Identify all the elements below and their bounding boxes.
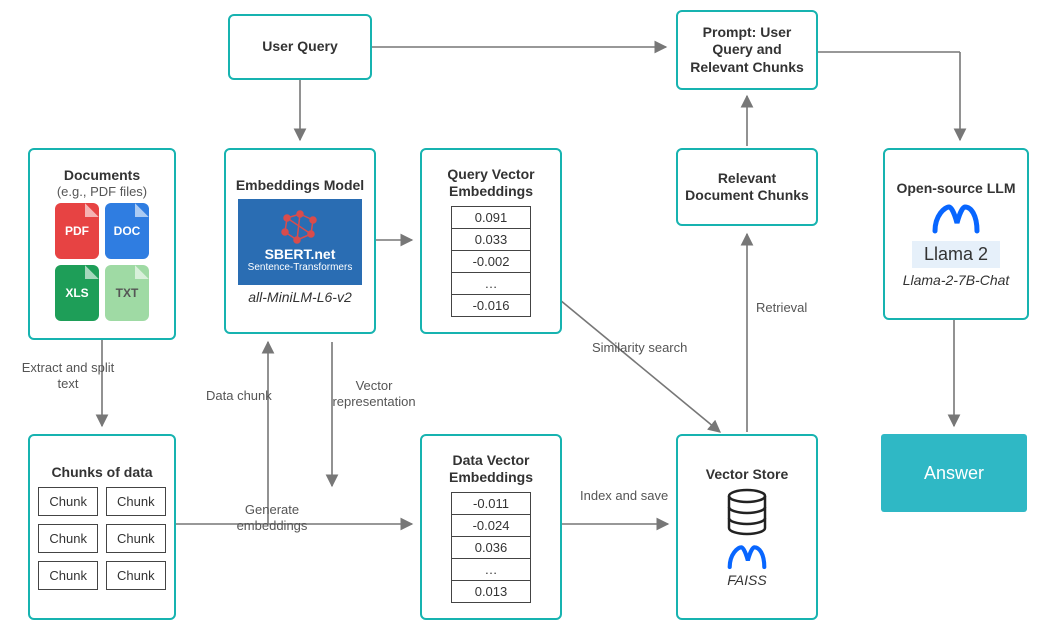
vector-cell: … (451, 272, 531, 295)
vector-store-node: Vector Store FAISS (676, 434, 818, 620)
node-title: Vector Store (706, 466, 788, 484)
edge-label: Vector representation (324, 378, 424, 411)
node-title: Prompt: User Query and Relevant Chunks (684, 24, 810, 77)
node-title: Relevant Document Chunks (684, 170, 810, 205)
pdf-icon: PDF (55, 203, 99, 259)
vector-values: 0.0910.033-0.002…-0.016 (451, 207, 531, 317)
chunk-cell: Chunk (38, 561, 98, 590)
edge-label: Data chunk (206, 388, 272, 404)
vector-cell: -0.011 (451, 492, 531, 515)
model-caption: all-MiniLM-L6-v2 (248, 289, 351, 305)
vector-cell: 0.036 (451, 536, 531, 559)
edge-label: Retrieval (756, 300, 807, 316)
file-icons: PDF DOC XLS TXT (55, 203, 149, 321)
edge-label: Extract and split text (18, 360, 118, 393)
xls-icon: XLS (55, 265, 99, 321)
vector-cell: -0.002 (451, 250, 531, 273)
llama-badge: Llama 2 (912, 241, 1000, 268)
vector-cell: 0.013 (451, 580, 531, 603)
llm-caption: Llama-2-7B-Chat (903, 272, 1010, 288)
data-vector-node: Data Vector Embeddings -0.011-0.0240.036… (420, 434, 562, 620)
chunk-cell: Chunk (38, 487, 98, 516)
llm-node: Open-source LLM Llama 2 Llama-2-7B-Chat (883, 148, 1029, 320)
node-title: Open-source LLM (896, 180, 1015, 198)
edge-label: Index and save (580, 488, 668, 504)
chunk-cell: Chunk (106, 524, 166, 553)
vector-cell: … (451, 558, 531, 581)
sbert-sublabel: Sentence-Transformers (248, 262, 353, 273)
answer-label: Answer (924, 463, 984, 484)
node-subtitle: (e.g., PDF files) (57, 184, 147, 199)
vector-cell: -0.016 (451, 294, 531, 317)
node-title: Query Vector Embeddings (428, 166, 554, 201)
node-title: Embeddings Model (236, 177, 364, 195)
query-vector-node: Query Vector Embeddings 0.0910.033-0.002… (420, 148, 562, 334)
vector-cell: -0.024 (451, 514, 531, 537)
sbert-label: SBERT.net (265, 246, 336, 262)
node-title: Chunks of data (51, 464, 152, 482)
node-title: Documents (64, 167, 140, 185)
relevant-chunks-node: Relevant Document Chunks (676, 148, 818, 226)
node-title: User Query (262, 38, 337, 56)
txt-icon: TXT (105, 265, 149, 321)
edge-label: Generate embeddings (222, 502, 322, 535)
molecule-icon (277, 210, 323, 246)
vector-values: -0.011-0.0240.036…0.013 (451, 493, 531, 603)
chunks-grid: Chunk Chunk Chunk Chunk Chunk Chunk (38, 487, 165, 590)
documents-node: Documents (e.g., PDF files) PDF DOC XLS … (28, 148, 176, 340)
chunks-node: Chunks of data ChunkChunkChunkChunkChunk… (28, 434, 176, 620)
vector-cell: 0.033 (451, 228, 531, 251)
store-caption: FAISS (727, 572, 766, 588)
meta-icon (931, 203, 981, 237)
meta-icon (725, 544, 769, 572)
edge-label: Similarity search (592, 340, 687, 356)
doc-icon: DOC (105, 203, 149, 259)
sbert-logo: SBERT.net Sentence-Transformers (238, 199, 362, 285)
chunk-cell: Chunk (106, 487, 166, 516)
node-title: Data Vector Embeddings (428, 452, 554, 487)
chunk-cell: Chunk (106, 561, 166, 590)
chunk-cell: Chunk (38, 524, 98, 553)
prompt-node: Prompt: User Query and Relevant Chunks (676, 10, 818, 90)
embeddings-model-node: Embeddings Model SBERT.net Sentence-Tran… (224, 148, 376, 334)
vector-cell: 0.091 (451, 206, 531, 229)
user-query-node: User Query (228, 14, 372, 80)
database-icon (723, 488, 771, 540)
answer-node: Answer (881, 434, 1027, 512)
